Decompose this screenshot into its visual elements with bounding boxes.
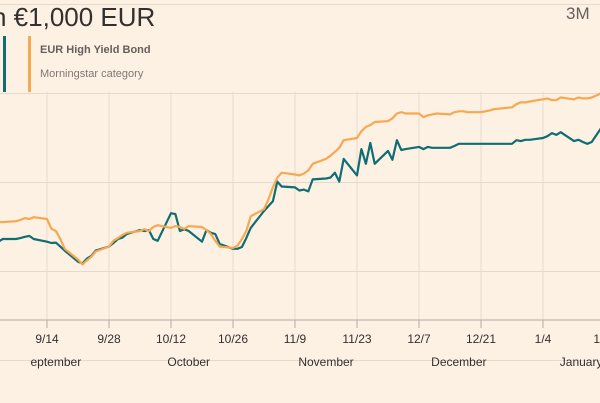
x-tick-label: 12/7 [407, 332, 431, 346]
x-tick-label: 1/18 [593, 332, 600, 346]
legend-swatch-category [28, 36, 31, 92]
month-label: December [431, 355, 486, 369]
legend-category-name: EUR High Yield Bond [40, 44, 151, 56]
month-label: November [298, 355, 353, 369]
range-button-3m[interactable]: 3M [566, 4, 590, 23]
x-tick-label: 11/23 [342, 332, 371, 346]
gridlines [0, 4, 600, 361]
series-line-fund [0, 127, 600, 265]
x-axis-labels: 9/14 9/28 10/12 10/26 11/9 11/23 12/7 12/21 1/4 1… [31, 332, 600, 369]
month-label: October [167, 355, 210, 369]
series-lines [0, 92, 600, 266]
legend-category-sub: Morningstar category [40, 68, 144, 80]
x-tick-label: 12/21 [466, 332, 496, 346]
x-tick-label: 1/4 [535, 332, 552, 346]
x-tick-label: 9/14 [35, 332, 59, 346]
x-tick-label: 10/12 [156, 332, 186, 346]
chart-title: n €1,000 EUR [0, 2, 156, 32]
x-tick-label: 10/26 [218, 332, 248, 346]
series-line-category [0, 92, 600, 266]
month-label: eptember [31, 355, 82, 369]
month-label: January 2021 [560, 355, 600, 369]
x-tick-label: 9/28 [97, 332, 121, 346]
x-tick-label: 11/9 [284, 332, 307, 346]
legend-swatch-fund [3, 36, 6, 92]
